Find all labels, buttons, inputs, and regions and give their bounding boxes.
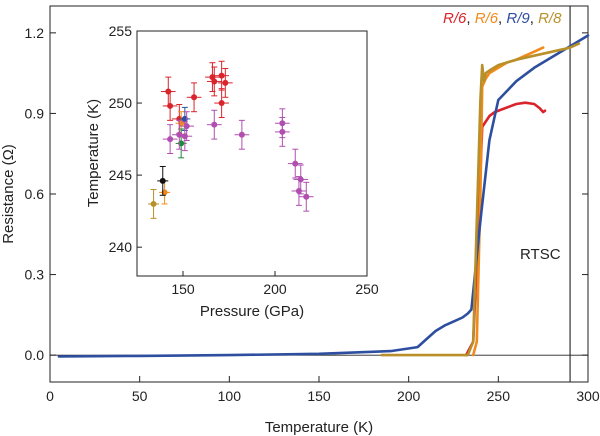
legend-entry-gold: R/8 xyxy=(538,10,562,27)
main-x-tick-label: 100 xyxy=(218,388,242,404)
inset-y-tick-label: 255 xyxy=(109,23,133,39)
inset-point-red xyxy=(218,72,225,79)
main-x-axis-label: Temperature (K) xyxy=(265,419,373,436)
main-chart: 0 50 100 150 200 250 300 0.0 0.3 0.6 0.9 1.2 Temper… xyxy=(0,5,600,436)
inset-y-tick-label: 240 xyxy=(109,239,133,255)
inset-point-magenta xyxy=(183,123,190,130)
legend-separator: , xyxy=(466,10,474,27)
main-x-tick-label: 200 xyxy=(397,388,421,404)
inset-x-axis-label: Pressure (GPa) xyxy=(200,303,304,320)
main-y-tick-label: 1.2 xyxy=(25,25,45,41)
inset-point-red xyxy=(218,100,225,107)
inset-point-magenta xyxy=(176,131,183,138)
inset-axes: 150 200 250 240 245 250 255 xyxy=(109,23,379,297)
main-x-tick-label: 0 xyxy=(46,388,54,404)
inset-series xyxy=(148,60,314,219)
main-y-tick-label: 0.6 xyxy=(25,186,45,202)
inset-point-magenta xyxy=(279,128,286,135)
rtsc-annotation: RTSC xyxy=(520,246,561,263)
inset-x-tick-label: 250 xyxy=(355,281,379,297)
inset-x-tick-label: 150 xyxy=(171,281,195,297)
inset-y-tick-label: 250 xyxy=(109,95,133,111)
inset-y-tick-label: 245 xyxy=(109,167,133,183)
inset-point-red xyxy=(167,102,174,109)
legend: R/6, R/6, R/9, R/8 xyxy=(443,10,562,27)
inset-point-red xyxy=(222,79,229,86)
main-y-tick-label: 0.3 xyxy=(25,267,45,283)
legend-entry-orange: R/6 xyxy=(475,10,499,27)
main-y-tick-label: 0.0 xyxy=(25,347,45,363)
legend-entry-red: R/6 xyxy=(443,10,467,27)
main-axes: 0 50 100 150 200 250 300 0.0 0.3 0.6 0.9 1.2 xyxy=(25,25,600,404)
inset-plot-frame xyxy=(136,30,368,277)
main-x-tick-label: 50 xyxy=(132,388,148,404)
series-r-8-gold xyxy=(380,42,581,357)
inset-point-magenta xyxy=(238,131,245,138)
inset-point-magenta xyxy=(303,193,310,200)
main-x-tick-label: 300 xyxy=(576,388,600,404)
main-x-tick-label: 250 xyxy=(487,388,511,404)
inset-point-black xyxy=(159,177,166,184)
legend-entry-blue: R/9 xyxy=(506,10,530,27)
inset-chart: 150 200 250 240 245 250 255 Pressure (GPa) Tem… xyxy=(85,23,379,320)
legend-separator: , xyxy=(530,10,538,27)
legend-separator: , xyxy=(498,10,506,27)
main-y-tick-label: 0.9 xyxy=(25,105,45,121)
series-r-9-blue xyxy=(57,34,590,358)
main-series xyxy=(57,34,590,358)
inset-point-red xyxy=(211,78,218,85)
inset-point-magenta xyxy=(292,160,299,167)
inset-point-gold xyxy=(150,200,157,207)
inset-x-tick-label: 200 xyxy=(263,281,287,297)
legend-text: R/6, R/6, R/9, R/8 xyxy=(443,10,562,27)
main-y-axis-label: Resistance (Ω) xyxy=(0,144,17,244)
inset-point-magenta xyxy=(295,187,302,194)
inset-y-axis-label: Temperature (K) xyxy=(85,99,102,207)
main-x-tick-label: 150 xyxy=(307,388,331,404)
inset-point-magenta xyxy=(211,121,218,128)
inset-point-red xyxy=(191,94,198,101)
inset-point-magenta xyxy=(167,136,174,143)
